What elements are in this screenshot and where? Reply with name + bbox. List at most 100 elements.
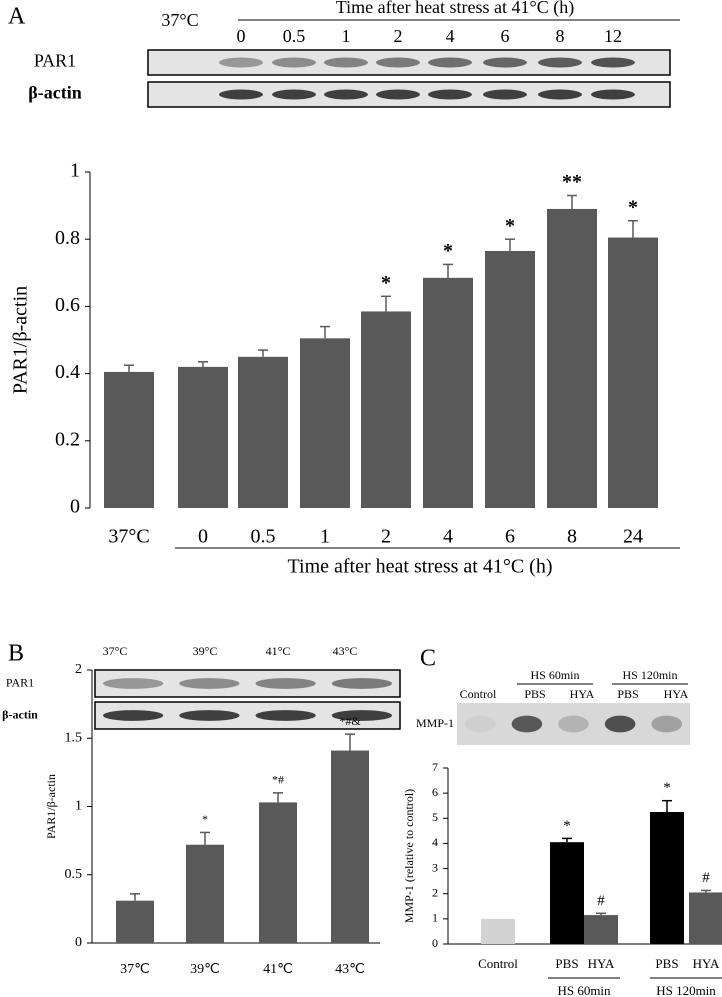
- y-tick-label: 2: [432, 885, 438, 899]
- bar: [361, 311, 411, 508]
- x-tick-label: HYA: [693, 956, 720, 971]
- bar: [259, 802, 297, 943]
- bar: [178, 366, 228, 508]
- y-tick-label: 0.8: [55, 227, 80, 249]
- y-tick-label: 1.5: [65, 730, 83, 745]
- x-tick-label: 0.5: [251, 526, 276, 548]
- blot-lane-label: 41°C: [266, 644, 291, 658]
- significance-label: #: [597, 893, 605, 909]
- bar: [116, 900, 154, 943]
- significance-label: *: [381, 272, 391, 294]
- blot-lane-label: PBS: [617, 687, 638, 701]
- y-tick-label: 1: [70, 160, 80, 182]
- significance-label: *: [628, 196, 638, 218]
- y-axis-label: PAR1/β-actin: [10, 286, 32, 394]
- y-tick-label: 0: [432, 936, 438, 950]
- y-tick-label: 6: [432, 785, 438, 799]
- blot-band: [272, 57, 316, 68]
- significance-label: *: [505, 215, 515, 237]
- y-tick-label: 0.4: [55, 361, 80, 383]
- significance-label: *: [563, 818, 571, 834]
- x-tick-label: 37℃: [120, 962, 150, 977]
- blot-row-label: PAR1: [34, 51, 76, 71]
- blot-band: [538, 57, 582, 68]
- blot-lane-label: HYA: [664, 687, 689, 701]
- bar: [547, 208, 597, 508]
- blot-band: [428, 57, 472, 68]
- bar: [104, 371, 154, 508]
- blot-lane-label: 43°C: [333, 644, 358, 658]
- x-tick-label: HYA: [588, 956, 615, 971]
- x-tick-label: 39℃: [190, 962, 220, 977]
- significance-label: #: [702, 870, 710, 886]
- significance-label: *: [443, 240, 453, 262]
- blot-band: [465, 715, 496, 733]
- x-tick-label: 6: [505, 526, 515, 548]
- blot-band: [483, 57, 527, 68]
- x-group-label: HS 60min: [557, 983, 611, 997]
- blot-lane-label: 0.5: [283, 26, 306, 46]
- blot-band: [219, 89, 263, 100]
- significance-label: *: [663, 780, 671, 796]
- x-tick-label: 0: [198, 526, 208, 548]
- blot-band: [376, 89, 420, 100]
- x-tick-label: 43℃: [335, 962, 365, 977]
- blot-band: [324, 57, 368, 68]
- x-group-label: HS 120min: [656, 983, 716, 997]
- x-tick-label: 1: [320, 526, 330, 548]
- blot-band: [511, 715, 543, 733]
- blot-band: [483, 89, 527, 100]
- bar: [485, 250, 535, 508]
- significance-label: *#&: [339, 714, 361, 728]
- bar: [238, 356, 288, 508]
- blot-band: [428, 89, 472, 100]
- y-tick-label: 0.2: [55, 428, 80, 450]
- panel-label: A: [8, 4, 26, 30]
- y-tick-label: 0.5: [65, 867, 83, 882]
- blot-band: [255, 710, 316, 721]
- x-tick-label: Control: [478, 956, 518, 971]
- y-axis-label: MMP-1 (relative to control): [402, 789, 416, 923]
- blot-row-label: β-actin: [28, 83, 81, 103]
- y-tick-label: 0: [70, 496, 80, 518]
- blot-group-label: HS 120min: [622, 668, 677, 682]
- blot-lane-label: 2: [394, 26, 403, 46]
- blot-lane-label: Control: [460, 687, 497, 701]
- bar: [650, 812, 684, 944]
- blot-band: [103, 678, 164, 689]
- x-axis-label: Time after heat stress at 41°C (h): [288, 556, 553, 578]
- x-tick-label: 24: [623, 526, 643, 548]
- bar: [584, 915, 618, 944]
- blot-control-label: 37°C: [161, 10, 198, 30]
- bar: [186, 844, 224, 943]
- blot-band: [103, 710, 164, 721]
- x-tick-label: 37°C: [108, 526, 149, 548]
- blot-lane-label: 39°C: [193, 644, 218, 658]
- x-tick-label: 8: [567, 526, 577, 548]
- blot-lane-label: 37°C: [103, 644, 128, 658]
- y-tick-label: 7: [432, 760, 438, 774]
- blot-lane-label: 0: [237, 26, 246, 46]
- panel-label: B: [8, 641, 24, 667]
- blot-band: [591, 89, 635, 100]
- blot-band: [331, 710, 392, 721]
- blot-band: [651, 715, 682, 733]
- significance-label: *: [202, 812, 208, 826]
- blot-band: [376, 57, 420, 68]
- bar: [689, 892, 722, 944]
- blot-band: [179, 710, 240, 721]
- bar: [608, 237, 658, 508]
- y-tick-label: 3: [432, 860, 438, 874]
- blot-lane-label: 4: [446, 26, 455, 46]
- blot-header: Time after heat stress at 41°C (h): [336, 0, 574, 18]
- y-tick-label: 5: [432, 810, 438, 824]
- blot-lane-label: 1: [342, 26, 351, 46]
- blot-image: [457, 703, 690, 745]
- y-tick-label: 1: [75, 799, 82, 814]
- y-tick-label: 0: [75, 935, 82, 950]
- blot-band: [558, 715, 589, 733]
- y-tick-label: 1: [432, 911, 438, 925]
- blot-lane-label: 12: [604, 26, 622, 46]
- significance-label: **: [562, 171, 582, 193]
